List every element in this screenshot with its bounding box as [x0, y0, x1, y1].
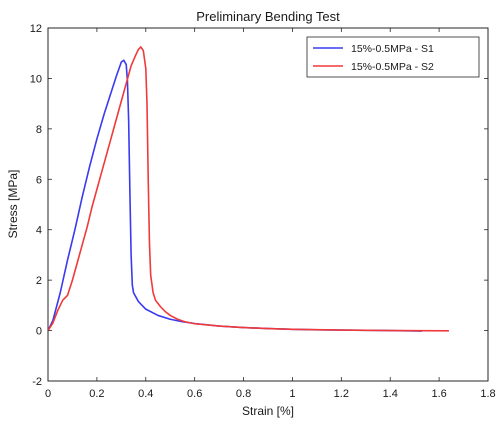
x-tick-label: 0.2 — [89, 388, 104, 400]
x-tick-label: 1.4 — [383, 388, 398, 400]
y-tick-label: -2 — [32, 376, 42, 388]
x-tick-label: 0.6 — [187, 388, 202, 400]
legend-box — [306, 36, 480, 78]
y-tick-label: 2 — [36, 275, 42, 287]
y-tick-label: 8 — [36, 124, 42, 136]
x-axis-ticks: 0 0.2 0.4 0.6 0.8 1 1.2 1.4 1.6 1.8 — [45, 28, 496, 400]
y-tick-label: 6 — [36, 174, 42, 186]
x-tick-label: 1.6 — [431, 388, 446, 400]
plot-area — [47, 27, 489, 382]
y-tick-label: 0 — [36, 326, 42, 338]
series-lines — [48, 46, 449, 332]
y-axis-ticks: -2 0 2 4 6 8 10 12 — [30, 23, 488, 388]
series-line-2 — [48, 46, 449, 332]
y-axis-label: Stress [MPa] — [6, 170, 20, 239]
legend-label-s1: 15%-0.5MPa - S1 — [351, 43, 434, 55]
x-tick-label: 1.2 — [334, 388, 349, 400]
y-tick-label: 10 — [30, 73, 42, 85]
x-tick-label: 0.4 — [138, 388, 153, 400]
chart-title: Preliminary Bending Test — [196, 9, 340, 24]
y-tick-label: 12 — [30, 23, 42, 35]
x-tick-label: 0.8 — [236, 388, 251, 400]
x-tick-label: 0 — [45, 388, 51, 400]
x-axis-label: Strain [%] — [242, 404, 294, 418]
legend-label-s2: 15%-0.5MPa - S2 — [351, 61, 434, 73]
x-tick-label: 1.8 — [480, 388, 495, 400]
legend: 15%-0.5MPa - S1 15%-0.5MPa - S2 — [306, 36, 480, 78]
x-tick-label: 1 — [289, 388, 295, 400]
y-tick-label: 4 — [36, 225, 42, 237]
